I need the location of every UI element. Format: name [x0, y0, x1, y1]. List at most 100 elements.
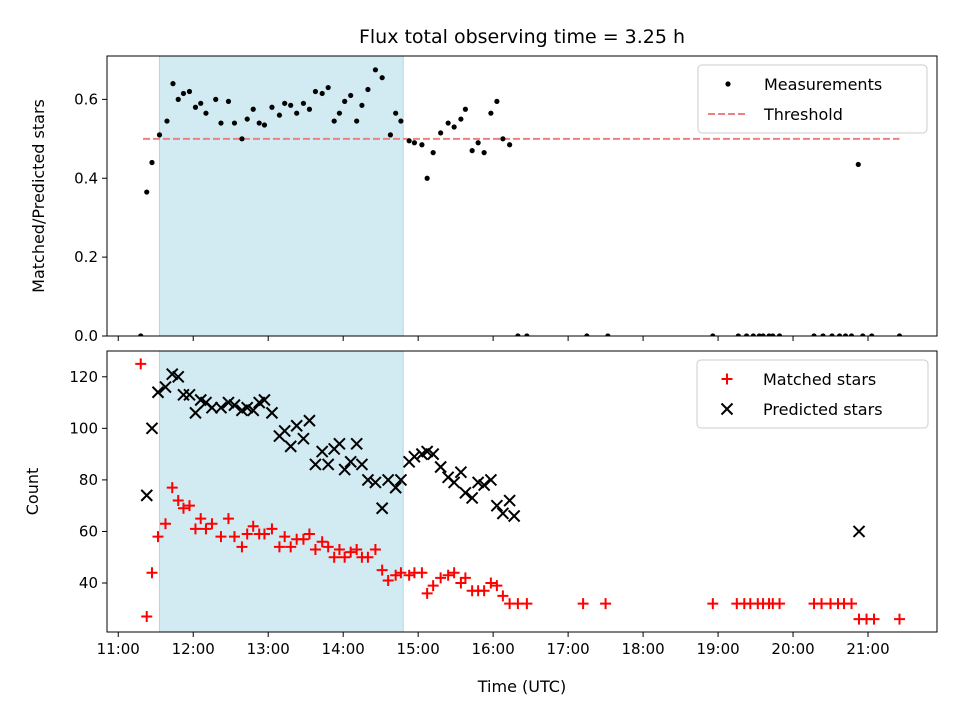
top-series-0-point-67	[750, 333, 756, 336]
top-panel-ratio: 0.0 0.2 0.4 0.6 Matched/Predicted stars Measu…	[29, 55, 938, 345]
top-series-0-point-12	[213, 96, 219, 102]
bottom-series-1-point-37	[369, 476, 382, 489]
bottom-series-1-point-31	[333, 437, 346, 451]
bottom-y-tick-label-4: 120	[69, 368, 98, 386]
x-tick-label-7: 18:00	[621, 640, 664, 658]
bottom-series-0-point-24	[285, 541, 297, 553]
bottom-series-1-point-43	[408, 450, 421, 463]
bottom-y-tick-label-1: 60	[79, 522, 98, 540]
top-series-0-point-55	[481, 150, 487, 156]
bottom-series-0-point-14	[222, 513, 234, 525]
bottom-series-1-point-40	[389, 481, 402, 494]
top-series-0-point-63	[605, 333, 611, 336]
bottom-series-0-point-48	[435, 572, 447, 584]
bottom-series-0-point-8	[183, 500, 195, 512]
bottom-series-1-point-57	[496, 507, 510, 520]
bottom-series-1-point-36	[361, 473, 375, 487]
bottom-series-1-point-60	[852, 525, 866, 538]
chart-title: Flux total observing time = 3.25 h	[359, 26, 685, 48]
top-series-0-point-44	[411, 140, 418, 146]
top-series-0-point-4	[164, 118, 170, 124]
bottom-series-0-point-61	[521, 598, 533, 610]
top-series-0-point-20	[261, 122, 268, 128]
bottom-series-1-point-50	[454, 465, 468, 479]
bottom-series-0-point-11	[200, 523, 212, 535]
bottom-series-1-point-47	[434, 460, 447, 474]
top-series-0-point-53	[469, 148, 475, 154]
top-legend-label-1: Threshold	[763, 105, 843, 124]
top-series-0-point-9	[192, 104, 199, 110]
bottom-series-0-point-31	[328, 551, 340, 563]
bottom-series-0-point-41	[390, 569, 402, 581]
top-series-0-point-0	[138, 333, 144, 336]
bottom-series-0-point-12	[206, 518, 218, 530]
bottom-series-0-point-52	[459, 572, 471, 584]
top-series-0-point-76	[836, 333, 843, 336]
bottom-series-0-point-50	[448, 567, 460, 579]
top-series-0-point-30	[325, 84, 331, 91]
top-series-0-point-77	[842, 333, 849, 336]
top-series-0-point-43	[406, 138, 412, 144]
bottom-series-1-point-17	[246, 404, 260, 417]
top-series-0-point-15	[231, 120, 238, 126]
bottom-series-0-point-38	[369, 544, 381, 556]
top-legend-label-0: Measurements	[764, 75, 882, 94]
bottom-series-0-point-15	[228, 531, 240, 543]
bottom-series-0-point-47	[427, 580, 439, 592]
bottom-series-0-point-56	[485, 577, 497, 589]
top-series-0-point-29	[319, 90, 325, 97]
top-series-0-point-11	[203, 110, 209, 116]
bottom-series-1-point-25	[297, 432, 310, 445]
top-series-0-point-73	[811, 333, 817, 336]
top-series-0-point-58	[500, 136, 506, 142]
top-series-0-point-57	[494, 98, 500, 104]
top-series-0-point-25	[294, 110, 300, 116]
top-series-0-point-2	[149, 159, 155, 166]
top-series-0-point-49	[445, 120, 451, 126]
top-legend-box	[697, 64, 928, 134]
top-series-0-point-51	[458, 116, 464, 122]
top-series-0-point-1	[144, 189, 150, 195]
bottom-series-0-point-0	[135, 358, 147, 370]
bottom-series-1-point-58	[503, 494, 516, 507]
bottom-series-0-point-22	[273, 541, 285, 553]
bottom-series-1-point-20	[265, 406, 279, 420]
bottom-series-0-point-32	[333, 544, 345, 556]
bottom-series-1-point-8	[189, 406, 202, 420]
bottom-series-0-point-62	[577, 598, 589, 610]
bottom-series-0-point-81	[868, 613, 880, 625]
top-y-axis-label: Matched/Predicted stars	[29, 99, 48, 293]
bottom-series-0-point-63	[600, 598, 612, 610]
top-series-0-point-23	[282, 100, 288, 106]
bottom-series-0-point-42	[395, 567, 407, 579]
bottom-series-0-point-35	[351, 544, 363, 556]
bottom-series-0-point-20	[258, 528, 270, 540]
bottom-series-0-point-37	[362, 551, 374, 563]
bottom-series-1-point-35	[355, 458, 369, 471]
bottom-series-0-point-40	[382, 574, 394, 586]
bottom-series-0-point-7	[177, 502, 189, 514]
top-series-0-point-38	[372, 67, 379, 73]
bottom-panel-counts: 11:00 12:00 13:00 14:00 15:00 16:00 17:00 18:00…	[23, 350, 938, 658]
top-series-0-point-32	[336, 110, 343, 116]
top-series-0-point-62	[584, 333, 590, 336]
bottom-legend-box	[696, 359, 929, 429]
bottom-series-1-point-34	[350, 437, 363, 451]
bottom-series-1-point-1	[145, 422, 159, 435]
top-series-0-point-22	[276, 112, 283, 118]
top-series-0-point-24	[288, 102, 294, 108]
top-series-0-point-37	[365, 86, 371, 93]
top-series-0-point-60	[515, 333, 521, 336]
bottom-series-0-point-4	[159, 518, 171, 530]
bottom-series-1-point-51	[459, 486, 472, 499]
bottom-series-0-point-82	[894, 613, 906, 625]
bottom-series-1-point-24	[290, 419, 303, 432]
x-tick-label-5: 16:00	[472, 640, 515, 658]
bottom-axes-frame	[106, 350, 938, 633]
bottom-series-0-point-39	[376, 564, 388, 576]
bottom-legend: Matched stars Predicted stars	[696, 359, 929, 429]
bottom-series-0-point-10	[195, 513, 207, 525]
top-series-0-point-6	[175, 96, 181, 102]
bottom-series-0-point-21	[266, 523, 278, 535]
top-series-0-point-10	[198, 100, 204, 106]
